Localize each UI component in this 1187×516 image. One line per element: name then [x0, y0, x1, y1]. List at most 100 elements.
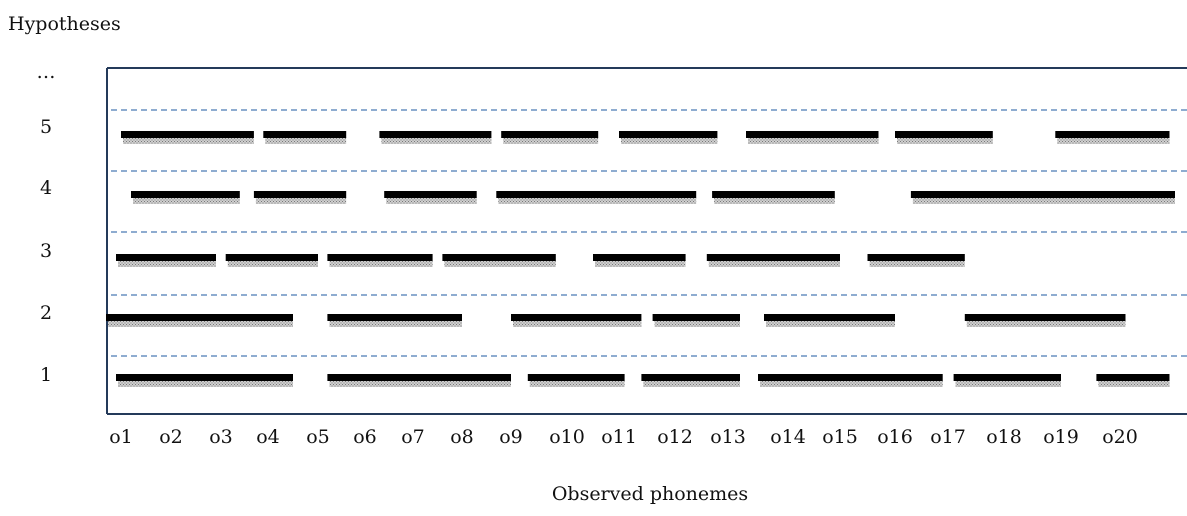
- x-axis-title: Observed phonemes: [552, 483, 748, 505]
- segment-shadow: [498, 197, 697, 204]
- segment-bar: [442, 254, 556, 261]
- observation-label-o20: o20: [1102, 426, 1138, 448]
- hypothesis-1-segment-3: [527, 374, 625, 387]
- hypothesis-1-segment-5: [758, 374, 943, 387]
- segment-bar: [593, 254, 686, 261]
- segment-bar: [263, 131, 347, 138]
- hypothesis-2-segment-3: [511, 314, 642, 327]
- segment-bar: [706, 254, 840, 261]
- segment-shadow: [760, 380, 943, 387]
- segment-shadow: [708, 260, 840, 267]
- plot-area: [106, 67, 1187, 415]
- observation-label-o8: o8: [450, 426, 474, 448]
- segment-shadow: [444, 260, 556, 267]
- segment-bar: [652, 314, 740, 321]
- hypothesis-3-segment-5: [593, 254, 686, 267]
- hypothesis-label-3: 3: [40, 240, 52, 262]
- observation-label-o18: o18: [986, 426, 1022, 448]
- y-axis-title: Hypotheses: [8, 13, 121, 35]
- segment-bar: [496, 191, 697, 198]
- hypothesis-3-segment-3: [327, 254, 433, 267]
- hypothesis-2-segment-6: [964, 314, 1126, 327]
- segment-shadow: [955, 380, 1061, 387]
- hypothesis-5-segment-8: [1055, 131, 1170, 144]
- segment-shadow: [123, 137, 254, 144]
- segment-shadow: [748, 137, 879, 144]
- segment-shadow: [118, 380, 293, 387]
- hypothesis-1-segment-6: [953, 374, 1061, 387]
- hypothesis-5-segment-1: [121, 131, 254, 144]
- segment-shadow: [654, 320, 740, 327]
- observation-label-o4: o4: [256, 426, 280, 448]
- hypothesis-1-segment-1: [116, 374, 293, 387]
- hypothesis-label-1: 1: [40, 364, 52, 386]
- segment-shadow: [595, 260, 686, 267]
- segment-bar: [501, 131, 599, 138]
- segment-bar: [253, 191, 347, 198]
- hypothesis-1-segment-7: [1096, 374, 1170, 387]
- segment-bar: [641, 374, 740, 381]
- observation-label-o10: o10: [549, 426, 585, 448]
- segment-bar: [511, 314, 642, 321]
- observation-label-o7: o7: [401, 426, 425, 448]
- segment-bar: [131, 191, 240, 198]
- observation-labels: o1 o2 o3 o4 o5 o6 o7 o8 o9 o10 o11 o12 o13 o14 o15 o16 o…: [109, 426, 1138, 448]
- hypothesis-5-segment-2: [263, 131, 347, 144]
- hypothesis-4-segment-3: [384, 191, 477, 204]
- observation-label-o2: o2: [159, 426, 183, 448]
- hypothesis-1-segment-4: [641, 374, 740, 387]
- segment-bar: [953, 374, 1061, 381]
- hypothesis-label-4: 4: [40, 177, 52, 199]
- segment-shadow: [966, 320, 1126, 327]
- segment-bar: [758, 374, 943, 381]
- segment-bar: [327, 374, 511, 381]
- hypothesis-3-segment-1: [116, 254, 216, 267]
- segment-shadow: [329, 260, 433, 267]
- segment-bar: [895, 131, 993, 138]
- segment-bar: [964, 314, 1126, 321]
- segment-shadow: [329, 380, 511, 387]
- segment-shadow: [227, 260, 318, 267]
- observation-label-o13: o13: [710, 426, 746, 448]
- hypothesis-3-segment-7: [867, 254, 965, 267]
- observation-label-o17: o17: [930, 426, 966, 448]
- segment-bar: [384, 191, 477, 198]
- segment-shadow: [108, 320, 293, 327]
- observation-label-o6: o6: [353, 426, 377, 448]
- observation-label-o16: o16: [877, 426, 913, 448]
- hypothesis-5-segment-4: [501, 131, 599, 144]
- hypothesis-2-segment-2: [327, 314, 462, 327]
- segment-shadow: [386, 197, 477, 204]
- observation-label-o3: o3: [209, 426, 233, 448]
- observation-label-o1: o1: [109, 426, 133, 448]
- hypothesis-labels: 1 2 3 4 5: [40, 116, 52, 386]
- segment-shadow: [381, 137, 492, 144]
- hypothesis-3-segment-6: [706, 254, 840, 267]
- segment-shadow: [714, 197, 835, 204]
- hypothesis-2-segment-1: [106, 314, 293, 327]
- observation-label-o5: o5: [306, 426, 330, 448]
- segment-shadow: [329, 320, 462, 327]
- segment-bar: [106, 314, 293, 321]
- hypothesis-5-segment-3: [379, 131, 492, 144]
- hypothesis-2-segment-5: [764, 314, 895, 327]
- hypothesis-4-segment-1: [131, 191, 240, 204]
- segment-shadow: [118, 260, 216, 267]
- segment-bar: [867, 254, 965, 261]
- observation-label-o11: o11: [601, 426, 637, 448]
- segment-bar: [379, 131, 492, 138]
- segment-shadow: [897, 137, 993, 144]
- segment-bar: [619, 131, 718, 138]
- hypothesis-3-segment-4: [442, 254, 556, 267]
- segment-shadow: [503, 137, 599, 144]
- segment-bar: [764, 314, 895, 321]
- segment-bar: [910, 191, 1175, 198]
- hypothesis-5-segment-6: [746, 131, 879, 144]
- hypothesis-1-segment-2: [327, 374, 511, 387]
- segment-shadow: [265, 137, 347, 144]
- y-ellipsis-label: …: [37, 61, 56, 83]
- segment-bar: [121, 131, 254, 138]
- segment-shadow: [1098, 380, 1170, 387]
- segment-shadow: [643, 380, 740, 387]
- hypothesis-5-segment-5: [619, 131, 718, 144]
